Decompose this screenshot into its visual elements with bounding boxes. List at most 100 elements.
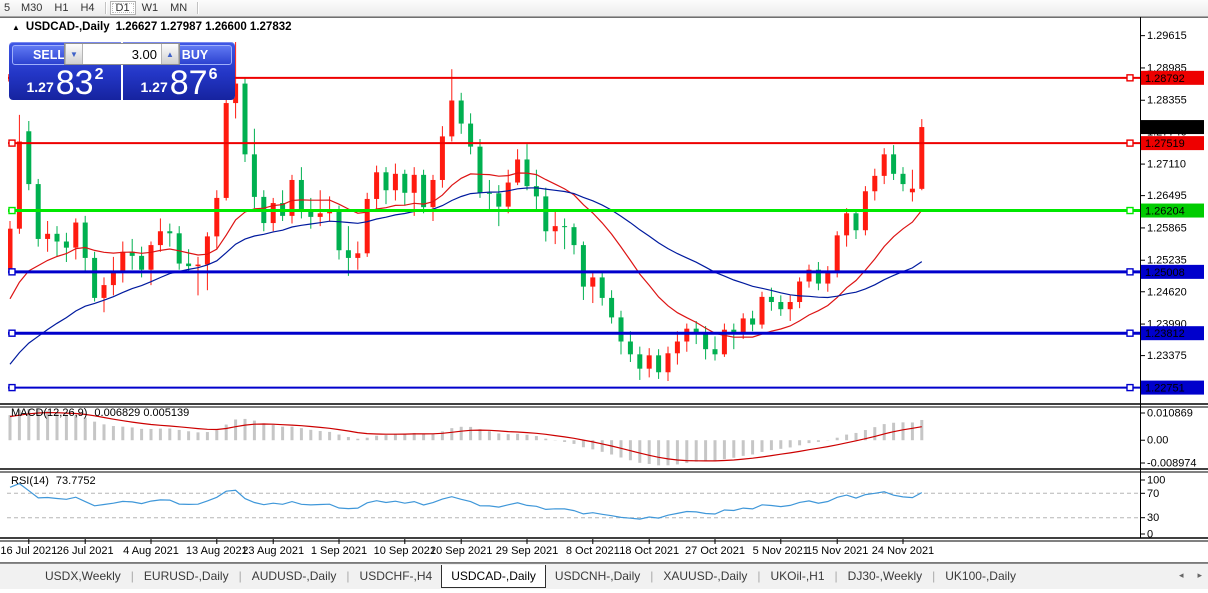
volume-decrease-button[interactable]: ▼: [65, 44, 83, 64]
price-badge-1.28792: 1.28792: [1141, 70, 1204, 85]
price-badge-1.23812: 1.23812: [1141, 326, 1204, 341]
svg-text:1.24620: 1.24620: [1147, 286, 1187, 298]
panel-collapse-icon[interactable]: ▲: [12, 22, 20, 32]
price-badge-1.22751: 1.22751: [1141, 380, 1204, 395]
candlesticks: [8, 42, 925, 381]
timeframe-toolbar: 5 M30 H1 H4 D1 W1 MN: [0, 0, 1208, 17]
tab-audusd-daily[interactable]: AUDUSD-,Daily: [251, 569, 337, 583]
rsi-name: RSI(14): [11, 475, 49, 487]
svg-text:70: 70: [1147, 488, 1159, 500]
svg-text:29 Sep 2021: 29 Sep 2021: [496, 545, 558, 557]
tab-eurusd-daily[interactable]: EURUSD-,Daily: [143, 569, 229, 583]
timeframe-button-W1[interactable]: W1: [141, 2, 159, 14]
chart-symbol-title: USDCAD-,Daily: [25, 21, 110, 33]
macd-values: 0.006829 0.005139: [94, 407, 190, 419]
svg-text:13 Aug 2021: 13 Aug 2021: [186, 545, 248, 557]
svg-text:1.27110: 1.27110: [1147, 159, 1186, 171]
tab-dj30-weekly[interactable]: DJ30-,Weekly: [847, 569, 923, 583]
tab-scroll-right-button[interactable]: ▸: [1197, 570, 1202, 580]
svg-text:1.26495: 1.26495: [1147, 190, 1187, 202]
buy-price-sup: 6: [208, 66, 218, 83]
svg-text:0.010869: 0.010869: [1147, 408, 1193, 420]
svg-text:1.28355: 1.28355: [1147, 95, 1187, 107]
macd-name: MACD(12,26,9): [11, 407, 88, 419]
svg-text:15 Nov 2021: 15 Nov 2021: [806, 545, 868, 557]
tab-separator: |: [757, 569, 761, 583]
splitter-main-macd[interactable]: [0, 403, 1208, 408]
ma-fast-line: [9, 172, 923, 338]
tab-separator: |: [834, 569, 838, 583]
current-price-badge: 1.27832: [1141, 120, 1204, 135]
svg-text:1.23812: 1.23812: [1145, 328, 1185, 340]
tab-usdcad-daily[interactable]: USDCAD-,Daily: [441, 565, 546, 588]
svg-text:30: 30: [1147, 512, 1159, 524]
price-badge-1.27519: 1.27519: [1141, 136, 1204, 151]
price-axis[interactable]: 1.296151.289851.283551.277401.271101.264…: [1140, 17, 1197, 541]
hline-1.27519[interactable]: [8, 139, 1140, 147]
timeframe-button-H4[interactable]: H4: [80, 2, 95, 14]
tab-ukoil-h1[interactable]: UKOil-,H1: [770, 569, 825, 583]
svg-text:10 Sep 2021: 10 Sep 2021: [374, 545, 436, 557]
date-axis[interactable]: 16 Jul 2021 26 Jul 2021 4 Aug 2021 13 Aug 2…: [0, 539, 934, 557]
rsi-value: 73.7752: [55, 475, 96, 487]
svg-text:1.27832: 1.27832: [1145, 122, 1185, 134]
svg-text:1.28792: 1.28792: [1145, 73, 1185, 85]
rsi-line: [9, 482, 923, 520]
price-badge-1.26204: 1.26204: [1141, 203, 1204, 218]
rsi-indicator-label: RSI(14) 73.7752: [11, 475, 96, 487]
volume-input[interactable]: [83, 44, 161, 64]
timeframe-button-MN[interactable]: MN: [170, 2, 188, 14]
svg-text:-0.008974: -0.008974: [1147, 458, 1197, 470]
buy-price: 1.27 87 6: [123, 63, 235, 102]
macd-indicator-label: MACD(12,26,9) 0.006829 0.005139: [11, 407, 189, 419]
svg-text:8 Oct 2021: 8 Oct 2021: [566, 545, 620, 557]
tab-xauusd-daily[interactable]: XAUUSD-,Daily: [663, 569, 748, 583]
hline-1.26204[interactable]: [8, 206, 1140, 215]
tab-usdchf-h4[interactable]: USDCHF-,H4: [359, 569, 433, 583]
tab-scroll-left-button[interactable]: ◂: [1178, 570, 1184, 580]
timeframe-button-5[interactable]: 5: [4, 2, 11, 14]
sell-price: 1.27 83 2: [9, 66, 121, 100]
timeframe-button-M30[interactable]: M30: [21, 2, 43, 14]
hline-1.23812[interactable]: [8, 329, 1140, 337]
tab-usdcnh-daily[interactable]: USDCNH-,Daily: [554, 569, 641, 583]
hline-1.25008[interactable]: [8, 268, 1140, 276]
tab-separator: |: [238, 569, 242, 583]
svg-text:1.25235: 1.25235: [1147, 255, 1187, 267]
svg-text:1.22751: 1.22751: [1145, 383, 1185, 395]
sell-price-sup: 2: [94, 66, 104, 83]
tab-separator: |: [346, 569, 350, 583]
timeframe-button-D1[interactable]: D1: [109, 1, 136, 15]
svg-text:26 Jul 2021: 26 Jul 2021: [57, 545, 114, 557]
ma-slow-line: [9, 187, 923, 365]
hline-1.22751[interactable]: [8, 383, 1140, 392]
splitter-rsi-dates[interactable]: [0, 537, 1208, 542]
svg-text:5 Nov 2021: 5 Nov 2021: [753, 545, 809, 557]
svg-text:16 Jul 2021: 16 Jul 2021: [0, 545, 57, 557]
toolbar-separator: [197, 2, 199, 14]
svg-text:24 Nov 2021: 24 Nov 2021: [872, 545, 934, 557]
buy-price-big: 87: [169, 63, 208, 102]
svg-text:1.27519: 1.27519: [1145, 138, 1185, 150]
svg-text:1 Sep 2021: 1 Sep 2021: [311, 545, 367, 557]
svg-text:27 Oct 2021: 27 Oct 2021: [685, 545, 745, 557]
volume-increase-button[interactable]: ▲: [161, 44, 179, 64]
buy-price-prefix: 1.27: [140, 79, 168, 95]
svg-text:20 Sep 2021: 20 Sep 2021: [430, 545, 492, 557]
chart-title-bar: ▲ USDCAD-,Daily 1.26627 1.27987 1.26600 …: [12, 21, 292, 33]
svg-text:0: 0: [1147, 529, 1153, 541]
timeframe-button-H1[interactable]: H1: [54, 2, 69, 14]
svg-text:1.23375: 1.23375: [1147, 350, 1187, 362]
svg-text:18 Oct 2021: 18 Oct 2021: [619, 545, 679, 557]
tab-separator: |: [650, 569, 654, 583]
tab-uk100-daily[interactable]: UK100-,Daily: [945, 569, 1016, 583]
tab-separator: |: [130, 569, 134, 583]
toolbar-separator: [104, 2, 106, 14]
chart-tabs-bar: USDX,Weekly | EURUSD-,Daily | AUDUSD-,Daily |…: [0, 563, 1208, 589]
tab-usdx-weekly[interactable]: USDX,Weekly: [45, 569, 121, 583]
splitter-macd-rsi[interactable]: [0, 468, 1208, 473]
macd-histogram: [8, 409, 924, 466]
